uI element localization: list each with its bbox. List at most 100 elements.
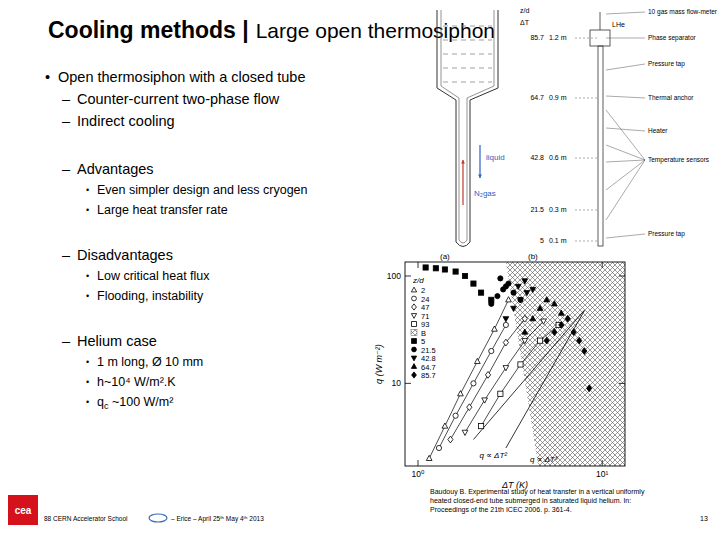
liquid-arrow xyxy=(479,145,480,178)
page-number: 13 xyxy=(700,515,708,522)
delta-t: ΔT xyxy=(520,19,530,26)
school: 88 CERN Accelerator School xyxy=(44,515,128,522)
data-point xyxy=(478,290,483,295)
subfigure-label: (b) xyxy=(528,252,538,261)
sub-bullet: • xyxy=(86,377,89,387)
lhe-label: LHe xyxy=(612,21,625,28)
school-logo xyxy=(149,514,167,522)
plot-area xyxy=(423,262,625,466)
component-label: Heater xyxy=(648,127,668,134)
sensor-line xyxy=(606,145,645,160)
data-point xyxy=(503,284,508,289)
data-point xyxy=(558,310,564,315)
level-height: 0.9 m xyxy=(549,94,567,101)
x-tick-top xyxy=(418,262,419,268)
sub-item: Large heat transfer rate xyxy=(97,203,228,217)
title-main: Cooling methods | xyxy=(48,17,249,43)
heading: Open thermosiphon with a closed tube xyxy=(58,69,305,85)
data-point xyxy=(522,315,527,322)
level-line xyxy=(575,98,597,99)
legend-marker xyxy=(411,356,416,361)
reference-text: Baudouy B. Experimental study of heat tr… xyxy=(430,488,645,496)
data-point xyxy=(453,269,458,274)
plot-frame xyxy=(405,262,625,466)
data-point xyxy=(503,339,508,346)
reference-line xyxy=(506,311,584,448)
item: Helium case xyxy=(77,333,157,349)
data-point xyxy=(492,326,498,331)
data-point xyxy=(559,322,564,329)
sensor-line xyxy=(606,160,645,220)
legend-marker xyxy=(412,296,417,301)
data-point xyxy=(524,291,530,296)
sensor-line xyxy=(606,160,645,190)
data-point xyxy=(474,358,480,363)
level-line xyxy=(575,241,597,242)
x-tick-label: 10⁰ xyxy=(412,469,425,479)
event: – Erice – April 25ᵗʰ May 4ᵗʰ 2013 xyxy=(171,515,264,523)
component-label: Pressure tap xyxy=(648,60,685,68)
data-point xyxy=(522,339,528,344)
y-axis-label: q (W m⁻²) xyxy=(374,344,384,384)
data-point xyxy=(530,287,536,292)
liquid-level xyxy=(443,26,492,27)
tube xyxy=(598,46,603,246)
data-point xyxy=(453,413,458,418)
sub-base: q xyxy=(97,395,104,409)
data-point xyxy=(522,279,528,284)
legend-marker xyxy=(412,347,417,352)
legend-marker xyxy=(412,304,417,310)
data-point xyxy=(587,385,592,392)
title-sub: Large open thermosiphon xyxy=(256,19,495,42)
leader-line xyxy=(606,96,645,98)
liquid-level xyxy=(443,40,492,41)
reference-label: q ∝ ΔT³ xyxy=(530,455,558,464)
y-tick-label: 10 xyxy=(392,378,402,388)
data-point xyxy=(552,301,558,306)
series-line xyxy=(439,325,506,448)
data-point xyxy=(544,337,549,344)
liquid-level xyxy=(443,54,492,55)
x-tick xyxy=(418,460,419,466)
data-point xyxy=(530,316,536,321)
data-point xyxy=(471,381,476,386)
bullet: • xyxy=(45,69,50,85)
component-label: Temperature sensors xyxy=(648,156,710,164)
data-point xyxy=(442,423,448,428)
data-point xyxy=(498,276,503,281)
gas-arrow xyxy=(462,160,463,205)
logo-text: cea xyxy=(15,505,32,516)
dash: – xyxy=(62,113,71,129)
data-point xyxy=(495,293,500,298)
gas-label: N₂gas xyxy=(474,189,496,198)
data-point xyxy=(537,338,542,343)
data-point xyxy=(537,305,543,310)
data-point xyxy=(511,306,517,311)
title: Cooling methods | Large open thermosiphon xyxy=(48,17,495,43)
y-tick-label: 100 xyxy=(387,271,401,281)
legend-marker xyxy=(411,287,416,292)
data-point xyxy=(426,455,432,460)
data-point xyxy=(462,430,468,435)
liquid-label: liquid xyxy=(486,153,505,162)
level-zd: 5 xyxy=(540,237,544,244)
data-point xyxy=(423,265,428,270)
level-height: 0.1 m xyxy=(549,237,567,244)
sensor-line xyxy=(606,110,645,160)
legend-marker xyxy=(412,339,417,344)
data-point xyxy=(511,290,516,295)
level-line xyxy=(575,38,597,39)
y-tick-right xyxy=(619,383,625,384)
data-point xyxy=(482,398,488,403)
item: Advantages xyxy=(77,161,154,177)
y-tick-right xyxy=(619,275,625,276)
sub-item: qc ~100 W/m² xyxy=(97,395,173,411)
data-point xyxy=(503,317,509,322)
data-point xyxy=(467,404,472,411)
sub-bullet: • xyxy=(86,205,89,215)
sub-item: Low critical heat flux xyxy=(97,269,210,283)
data-point xyxy=(433,266,438,271)
series-line xyxy=(450,319,524,440)
data-point xyxy=(577,337,582,344)
series-line xyxy=(481,325,559,426)
